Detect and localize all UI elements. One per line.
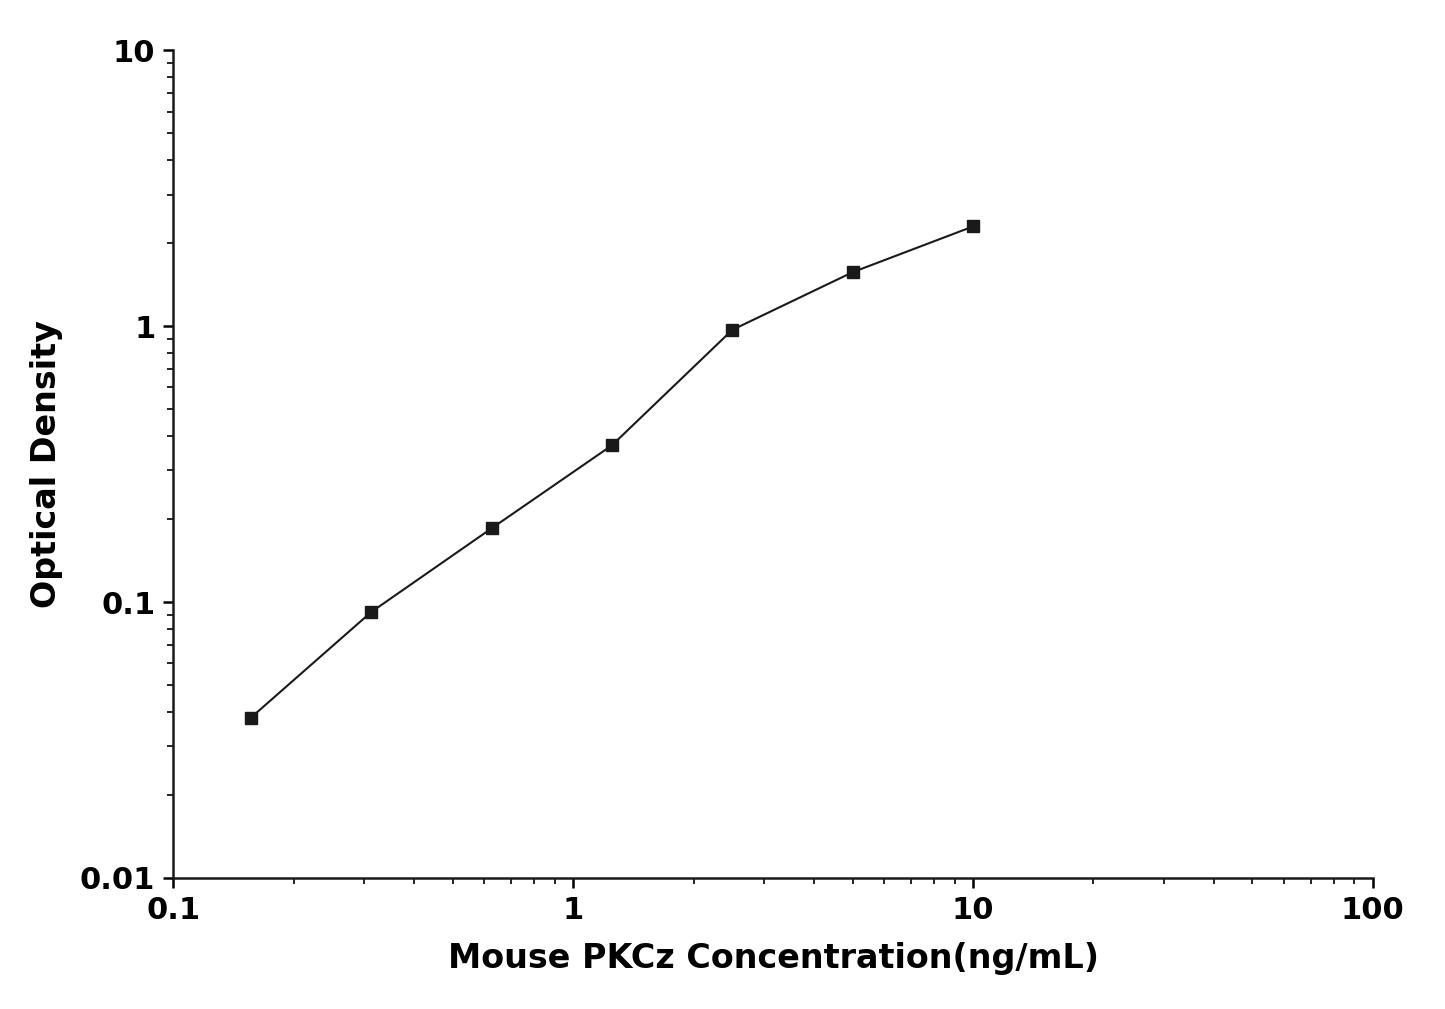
Y-axis label: Optical Density: Optical Density bbox=[30, 320, 64, 608]
X-axis label: Mouse PKCz Concentration(ng/mL): Mouse PKCz Concentration(ng/mL) bbox=[448, 941, 1098, 975]
